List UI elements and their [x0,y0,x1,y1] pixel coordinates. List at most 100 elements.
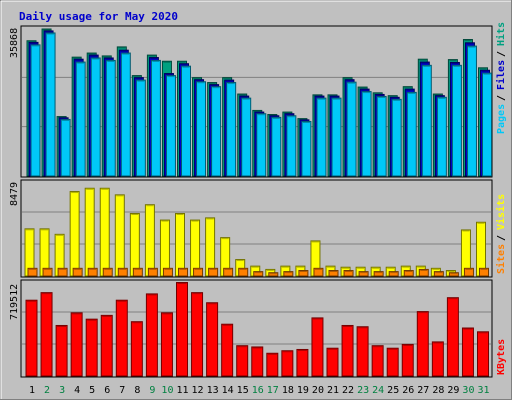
pages-bar [346,81,357,177]
pages-bar [165,75,176,177]
visits-bar [114,194,125,277]
visits-bar [190,219,201,277]
day-label: 16 [252,385,264,396]
day-label: 23 [357,385,369,396]
day-label: 1 [29,385,35,396]
day-label: 24 [372,385,384,396]
sites-bar [208,267,219,277]
kbytes-bar [401,343,414,377]
kbytes-bar [130,321,143,377]
legend-files: Files [495,60,507,90]
day-label: 3 [59,385,65,396]
pages-bar [30,44,41,177]
day-label: 25 [387,385,399,396]
kbytes-max-label: 719512 [9,284,20,320]
day-label: 19 [297,385,309,396]
visits-bar [205,217,216,277]
kbytes-bar [281,350,294,377]
kbytes-bar [70,312,83,377]
legend-sep-3: / [496,235,507,241]
visits-bar [84,187,95,277]
legend-pages: Pages [496,104,507,134]
panel-visits-sites: 8479 Sites / Visits [9,179,507,278]
hits-bars [26,28,492,177]
kbytes-bar [236,345,249,377]
pages-bar [451,64,462,177]
sites-bar [433,271,444,277]
day-label: 20 [312,385,324,396]
kbytes-bar [100,314,113,377]
day-label: 14 [222,385,234,396]
sites-bar [448,272,459,277]
sites-bar [42,267,53,277]
sites-bar [117,267,128,277]
kbytes-bar [85,318,98,377]
day-label: 22 [342,385,354,396]
pages-bar [376,95,387,177]
panel-kbytes: 719512 KBytes [9,279,507,378]
legend-visits: Visits [495,194,507,230]
visits-bar [175,212,185,277]
day-label: 9 [149,385,155,396]
kbytes-bar [326,347,339,377]
pages-bar [241,97,252,177]
sites-bar [388,271,399,277]
day-label: 18 [282,385,294,396]
pages-bar [421,64,432,177]
pages-bar [196,81,207,177]
sites-bar [268,272,279,277]
visits-bar [99,187,110,277]
day-label: 13 [207,385,219,396]
legend-sep-1: / [496,95,507,101]
kbytes-bar [266,352,279,377]
pages-bar [90,57,101,177]
day-label: 11 [176,385,188,396]
day-label: 6 [104,385,110,396]
sites-bar [147,267,158,277]
day-label: 12 [192,385,204,396]
day-label: 31 [477,385,489,396]
pages-bar [181,65,191,177]
sites-bar [463,267,474,277]
kbytes-bar [176,282,188,377]
sites-bar [298,270,309,277]
pages-bar [105,59,116,177]
sites-bar [403,270,414,277]
day-labels: 1 2 3 4 5 6 7 8 9 10 11 12 13 14 15 16 17 18 19 20 21 22 23 24 2… [29,385,490,396]
kbytes-bar [40,292,53,377]
sites-bar [223,267,234,277]
kbytes-bar [477,331,489,377]
pages-bar [120,52,131,177]
sites-bar [87,267,98,277]
day-label: 21 [327,385,339,396]
kbytes-bar [341,324,354,377]
kbytes-bar [160,312,173,377]
visits-bar [129,212,140,277]
day-label: 28 [432,385,444,396]
kbytes-bar [311,317,324,377]
sites-bar [193,267,204,277]
kbytes-bar [191,292,204,377]
sites-bar [238,267,249,277]
legend-sites: Sites [495,244,507,274]
sites-bar [162,267,173,277]
pages-bar [75,61,86,177]
day-label: 2 [44,385,50,396]
pages-bar [301,120,312,177]
pages-bar [226,82,237,177]
day-label: 5 [89,385,95,396]
pages-bar [391,98,402,177]
day-label: 29 [447,385,459,396]
kbytes-bar [145,293,158,377]
pages-bar [271,116,282,177]
sites-bar [373,271,384,277]
sites-bar [72,267,83,277]
day-label: 17 [267,385,279,396]
pages-bar [406,91,417,177]
visits-max-label: 8479 [9,182,20,206]
pages-bar [256,113,267,177]
day-label: 10 [161,385,173,396]
pages-bar [316,97,327,177]
sites-bar [57,267,68,277]
